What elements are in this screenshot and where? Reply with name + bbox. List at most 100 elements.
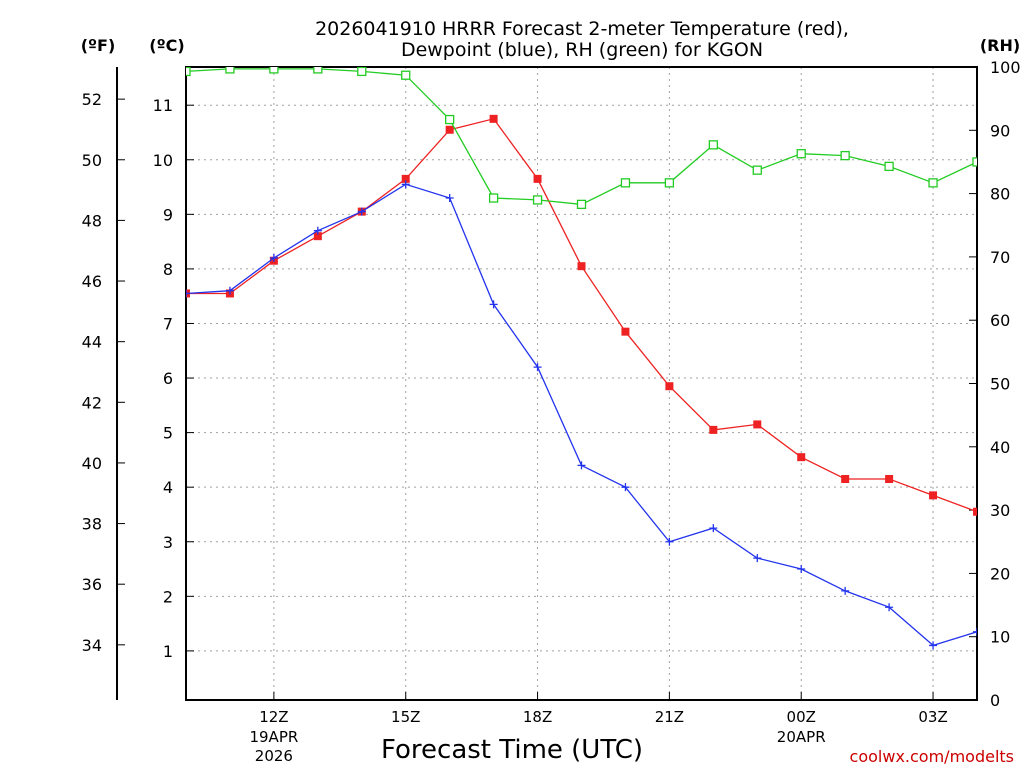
celsius-tick-label: 11 bbox=[153, 96, 173, 115]
celsius-tick-label: 10 bbox=[153, 151, 173, 170]
rh-tick-label: 60 bbox=[990, 311, 1010, 330]
x-tick-label: 18Z bbox=[523, 708, 552, 726]
rh-tick-label: 30 bbox=[990, 501, 1010, 520]
rh-point bbox=[928, 178, 938, 188]
grid-lines bbox=[186, 67, 977, 700]
rh-point bbox=[884, 161, 894, 172]
dewpoint-point bbox=[186, 289, 190, 298]
celsius-tick-label: 1 bbox=[163, 642, 173, 661]
fahrenheit-tick-label: 42 bbox=[82, 393, 102, 412]
rh-tick-label: 50 bbox=[990, 375, 1010, 394]
celsius-tick-label: 2 bbox=[163, 587, 173, 606]
fahrenheit-tick-label: 46 bbox=[82, 272, 102, 291]
celsius-tick-label: 9 bbox=[163, 205, 173, 224]
temperature-line bbox=[186, 118, 977, 513]
fahrenheit-unit-label: (ºF) bbox=[81, 36, 116, 55]
rh-point bbox=[532, 195, 543, 205]
chart-title-line1: 2026041910 HRRR Forecast 2-meter Tempera… bbox=[315, 18, 849, 40]
series-group bbox=[186, 67, 977, 650]
temperature-point bbox=[841, 474, 850, 483]
dewpoint-point bbox=[269, 253, 278, 262]
credit-link[interactable]: coolwx.com/modelts bbox=[850, 747, 1014, 766]
dewpoint-point bbox=[489, 300, 498, 309]
dewpoint-point bbox=[401, 180, 410, 189]
x-tick-label: 15Z bbox=[391, 708, 420, 726]
rh-point bbox=[840, 150, 850, 161]
fahrenheit-tick-label: 52 bbox=[82, 90, 102, 109]
dewpoint-point bbox=[445, 193, 454, 202]
dewpoint-point bbox=[357, 207, 366, 216]
fahrenheit-tick-label: 36 bbox=[82, 575, 102, 594]
plot-frame bbox=[185, 66, 978, 701]
rh-unit-label: (RH) bbox=[980, 36, 1020, 55]
chart-title-line2: Dewpoint (blue), RH (green) for KGON bbox=[401, 39, 763, 61]
dewpoint-point bbox=[753, 554, 762, 563]
dewpoint-line bbox=[186, 183, 977, 647]
temperature-point bbox=[665, 382, 674, 391]
rh-point bbox=[708, 140, 718, 150]
rh-tick-label: 0 bbox=[990, 691, 1000, 710]
celsius-tick-label: 5 bbox=[163, 424, 173, 443]
rh-point bbox=[186, 67, 191, 77]
celsius-tick-label: 3 bbox=[163, 533, 173, 552]
dewpoint-point bbox=[313, 226, 322, 235]
rh-point bbox=[620, 178, 631, 188]
rh-point bbox=[488, 193, 499, 203]
dewpoint-point bbox=[709, 524, 718, 533]
dewpoint-point bbox=[797, 565, 806, 574]
rh-tick-label: 80 bbox=[990, 185, 1010, 204]
rh-point bbox=[445, 114, 455, 125]
temperature-point bbox=[401, 174, 410, 183]
fahrenheit-tick-label: 48 bbox=[82, 211, 102, 230]
celsius-tick-label: 7 bbox=[163, 314, 173, 333]
temperature-point bbox=[753, 420, 762, 429]
rh-line bbox=[186, 68, 977, 206]
dewpoint-point bbox=[621, 483, 630, 492]
temperature-point bbox=[797, 453, 806, 462]
x-tick-label: 21Z bbox=[655, 708, 684, 726]
rh-point bbox=[269, 67, 279, 74]
x-tick-date: 19APR bbox=[249, 728, 298, 746]
dewpoint-point bbox=[973, 627, 977, 636]
celsius-unit-label: (ºC) bbox=[149, 36, 184, 55]
temperature-point bbox=[533, 174, 542, 183]
rh-tick-label: 10 bbox=[990, 628, 1010, 647]
x-tick-date: 20APR bbox=[777, 728, 826, 746]
rh-point bbox=[401, 70, 411, 80]
dewpoint-point bbox=[929, 641, 938, 650]
celsius-tick-label: 6 bbox=[163, 369, 173, 388]
rh-point bbox=[576, 199, 587, 210]
rh-point bbox=[752, 165, 762, 175]
rh-tick-label: 90 bbox=[990, 121, 1010, 140]
rh-point bbox=[357, 67, 367, 77]
rh-tick-label: 40 bbox=[990, 438, 1010, 457]
rh-tick-label: 20 bbox=[990, 564, 1010, 583]
temperature-point bbox=[973, 507, 977, 516]
dewpoint-point bbox=[841, 586, 850, 595]
x-tick-label: 00Z bbox=[787, 708, 816, 726]
x-tick-year: 2026 bbox=[255, 747, 293, 765]
fahrenheit-tick-label: 34 bbox=[82, 636, 102, 655]
temperature-point bbox=[489, 114, 498, 123]
fahrenheit-tick-label: 44 bbox=[82, 333, 102, 352]
dewpoint-point bbox=[225, 286, 234, 295]
dewpoint-point bbox=[533, 363, 542, 372]
x-tick-label: 12Z bbox=[259, 708, 288, 726]
axes: 1234567891011343638404244464850520102030… bbox=[82, 58, 1021, 765]
temperature-point bbox=[929, 491, 938, 500]
rh-point bbox=[313, 67, 323, 74]
x-tick-label: 03Z bbox=[918, 708, 947, 726]
rh-point bbox=[664, 178, 675, 188]
temperature-point bbox=[709, 425, 718, 434]
dewpoint-point bbox=[577, 461, 586, 470]
celsius-tick-label: 8 bbox=[163, 260, 173, 279]
fahrenheit-tick-label: 38 bbox=[82, 515, 102, 534]
rh-tick-label: 100 bbox=[990, 58, 1021, 77]
rh-point bbox=[796, 149, 806, 159]
data-series bbox=[186, 67, 977, 650]
temperature-point bbox=[445, 125, 454, 134]
temperature-point bbox=[621, 327, 630, 336]
temperature-point bbox=[577, 262, 586, 271]
dewpoint-point bbox=[885, 603, 894, 612]
